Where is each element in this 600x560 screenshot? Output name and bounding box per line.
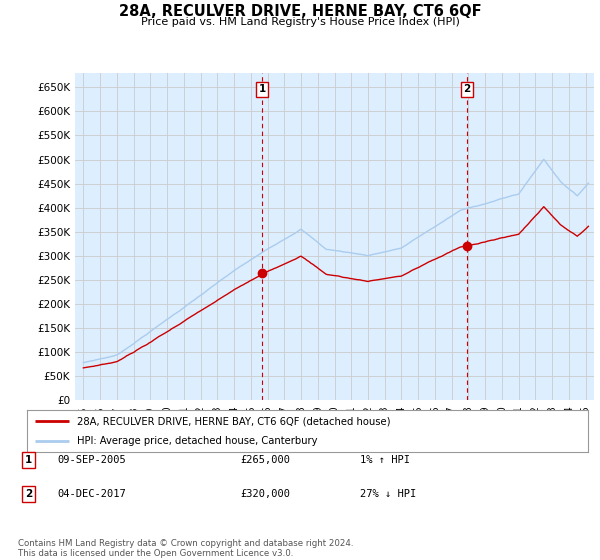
Text: 04-DEC-2017: 04-DEC-2017 xyxy=(57,489,126,499)
Text: Contains HM Land Registry data © Crown copyright and database right 2024.
This d: Contains HM Land Registry data © Crown c… xyxy=(18,539,353,558)
Text: 1% ↑ HPI: 1% ↑ HPI xyxy=(360,455,410,465)
Text: 2: 2 xyxy=(25,489,32,499)
Text: £320,000: £320,000 xyxy=(240,489,290,499)
Text: 1: 1 xyxy=(259,84,266,94)
Text: HPI: Average price, detached house, Canterbury: HPI: Average price, detached house, Cant… xyxy=(77,436,318,446)
Text: £265,000: £265,000 xyxy=(240,455,290,465)
Text: 27% ↓ HPI: 27% ↓ HPI xyxy=(360,489,416,499)
Text: 1: 1 xyxy=(25,455,32,465)
Text: 28A, RECULVER DRIVE, HERNE BAY, CT6 6QF: 28A, RECULVER DRIVE, HERNE BAY, CT6 6QF xyxy=(119,4,481,20)
Text: 28A, RECULVER DRIVE, HERNE BAY, CT6 6QF (detached house): 28A, RECULVER DRIVE, HERNE BAY, CT6 6QF … xyxy=(77,416,391,426)
Text: Price paid vs. HM Land Registry's House Price Index (HPI): Price paid vs. HM Land Registry's House … xyxy=(140,17,460,27)
Text: 2: 2 xyxy=(463,84,471,94)
Text: 09-SEP-2005: 09-SEP-2005 xyxy=(57,455,126,465)
